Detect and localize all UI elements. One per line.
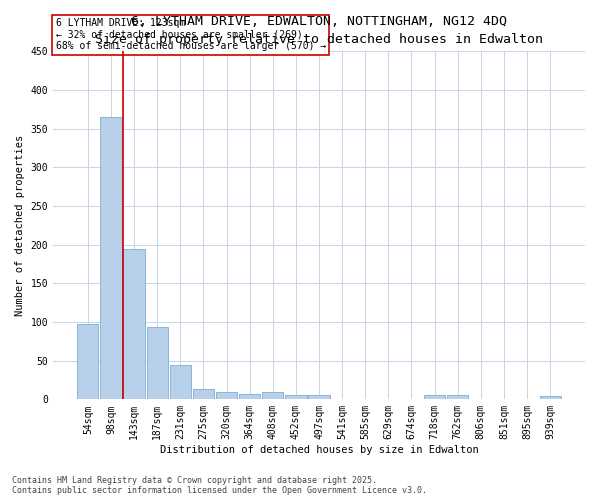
Text: Contains HM Land Registry data © Crown copyright and database right 2025.
Contai: Contains HM Land Registry data © Crown c… [12,476,427,495]
Bar [100,117,122,400]
X-axis label: Distribution of detached houses by size in Edwalton: Distribution of detached houses by size … [160,445,478,455]
Bar [146,326,168,400]
Bar [539,396,561,400]
Bar [77,324,98,400]
Text: 6 LYTHAM DRIVE: 123sqm
← 32% of detached houses are smaller (269)
68% of semi-de: 6 LYTHAM DRIVE: 123sqm ← 32% of detached… [56,18,326,52]
Bar [262,392,283,400]
Bar [170,364,191,400]
Bar [308,394,329,400]
Bar [285,394,307,400]
Y-axis label: Number of detached properties: Number of detached properties [15,134,25,316]
Bar [424,396,445,400]
Bar [447,396,469,400]
Bar [193,390,214,400]
Title: 6, LYTHAM DRIVE, EDWALTON, NOTTINGHAM, NG12 4DQ
Size of property relative to det: 6, LYTHAM DRIVE, EDWALTON, NOTTINGHAM, N… [95,15,543,46]
Bar [239,394,260,400]
Bar [216,392,237,400]
Bar [124,248,145,400]
